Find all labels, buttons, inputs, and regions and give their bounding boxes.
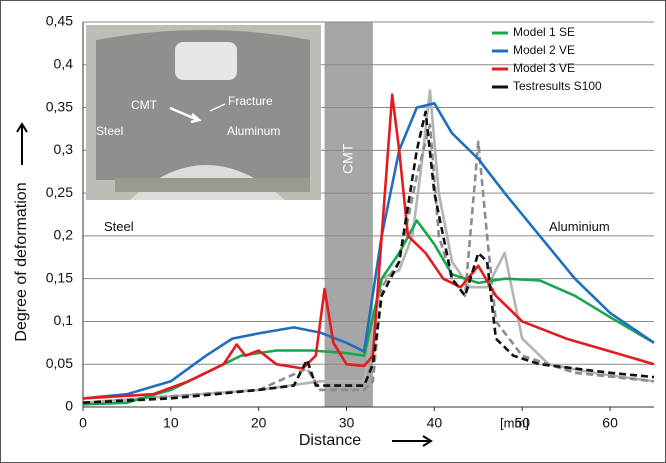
x-tick-label: 20 <box>251 415 267 431</box>
series-line <box>82 93 655 400</box>
x-axis-label: Distance <box>299 432 361 449</box>
y-tick-label: 0 <box>65 398 73 414</box>
y-tick-label: 0,1 <box>54 312 74 328</box>
y-axis-label: Degree of deformation <box>13 182 30 341</box>
inset-photo: CMT Fracture Steel Aluminum <box>86 25 321 200</box>
series-line <box>82 89 655 404</box>
x-tick-label: 40 <box>427 415 443 431</box>
x-tick-label: 30 <box>339 415 355 431</box>
x-tick-label: 50 <box>514 415 530 431</box>
y-tick-label: 0,05 <box>46 355 73 371</box>
series-line <box>82 110 655 404</box>
arrow <box>392 435 433 447</box>
y-tick-label: 0,45 <box>46 13 73 29</box>
y-tick-label: 0,25 <box>46 184 73 200</box>
inset-label: Aluminum <box>227 124 280 138</box>
annotation: [mm] <box>500 415 529 430</box>
inset-label: CMT <box>131 98 158 112</box>
legend-label: Testresults S100 <box>513 79 602 93</box>
annotation: Steel <box>104 219 134 234</box>
annotation: Aluminium <box>549 219 610 234</box>
legend: Model 1 SE Model 2 VE Model 3 VE Testresult… <box>492 25 602 93</box>
y-tick-label: 0,15 <box>46 269 73 285</box>
window <box>175 42 237 80</box>
arrow <box>16 122 28 165</box>
inset-arrow <box>169 106 202 124</box>
series-line <box>82 123 655 404</box>
inset-arrow <box>209 103 226 112</box>
y-tick-label: 0,4 <box>54 55 74 71</box>
y-tick-label: 0,35 <box>46 98 73 114</box>
y-tick-label: 0,2 <box>54 227 74 243</box>
inset-label: Steel <box>96 124 123 138</box>
cmt-label: CMT <box>339 143 355 174</box>
x-tick-label: 10 <box>163 415 179 431</box>
legend-label: Model 2 VE <box>513 43 575 57</box>
y-tick-label: 0,3 <box>54 141 74 157</box>
inset-label: Fracture <box>228 94 273 108</box>
x-tick-label: 0 <box>79 415 87 431</box>
ruler <box>115 178 310 192</box>
plate <box>96 30 310 180</box>
legend-label: Model 3 VE <box>513 61 575 75</box>
legend-label: Model 1 SE <box>513 25 575 39</box>
x-tick-label: 60 <box>602 415 618 431</box>
